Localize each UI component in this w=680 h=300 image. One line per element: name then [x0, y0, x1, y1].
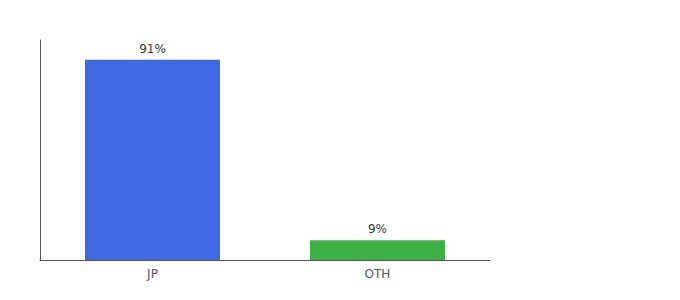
svg-text:91%: 91% [139, 42, 166, 56]
svg-text:9%: 9% [368, 222, 387, 236]
svg-text:JP: JP [146, 267, 158, 281]
svg-text:OTH: OTH [365, 267, 391, 281]
